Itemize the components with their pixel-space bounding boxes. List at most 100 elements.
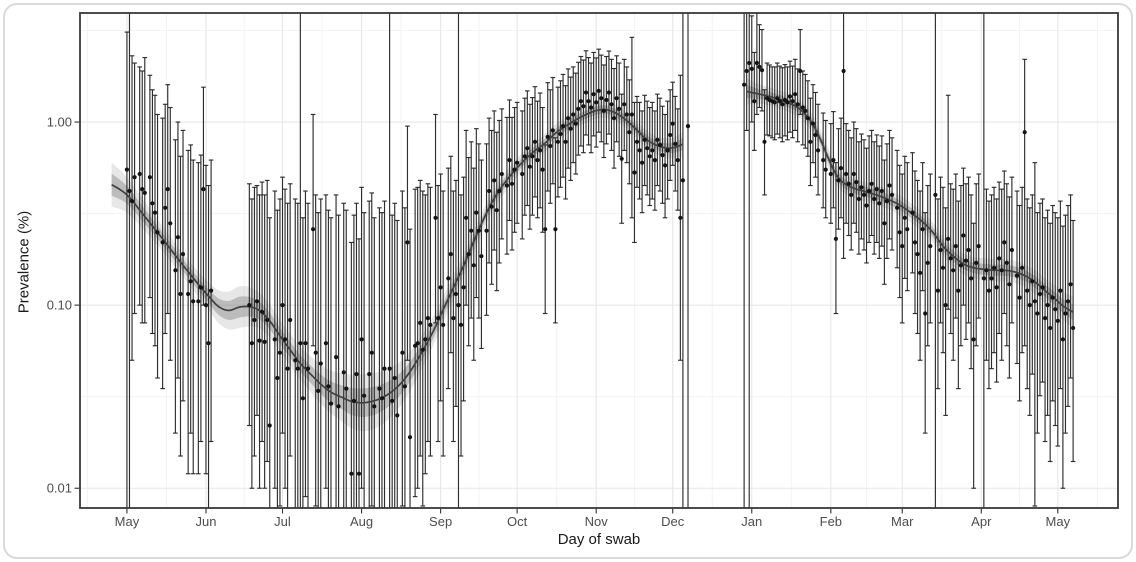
data-point [267,423,272,428]
data-point [476,228,481,233]
data-point [392,375,397,381]
data-point [1009,247,1015,253]
data-point [754,60,760,66]
data-point [897,230,902,235]
data-point [744,68,749,74]
data-point [1048,325,1053,331]
data-point [798,68,803,74]
data-point [749,66,754,71]
data-point [599,96,604,101]
data-point [560,124,566,129]
data-point [925,260,930,265]
data-point [645,146,650,151]
data-point [387,366,392,371]
data-point [402,384,407,389]
data-point [831,158,836,163]
data-point [558,131,563,137]
data-point [313,350,318,355]
x-tick-label-aug-3: Aug [350,514,373,529]
data-point [137,171,142,177]
data-point [257,338,262,343]
data-point [816,148,821,153]
data-point [305,366,311,371]
data-point [627,130,632,135]
data-point [441,322,446,327]
data-point [928,244,933,249]
data-point [395,413,400,418]
x-tick-label-jul-2: Jul [274,514,291,529]
data-point [854,180,859,185]
data-point [285,366,290,371]
data-point [354,372,359,377]
data-point [833,236,839,241]
data-point [956,288,961,293]
data-point [780,102,785,107]
data-point [940,265,946,270]
data-point [484,228,489,233]
data-point [948,256,953,261]
data-point [1002,240,1007,245]
data-point [586,99,591,104]
data-point [589,105,594,110]
data-point [632,170,637,175]
data-point [188,279,193,284]
data-point [910,210,915,215]
data-point [298,341,303,346]
data-point [640,160,645,165]
data-point [675,158,680,163]
data-point [629,112,635,117]
data-point [821,158,826,163]
data-point [943,303,948,308]
data-point [175,235,180,240]
data-point [124,167,129,172]
data-point [958,263,964,268]
data-point [405,240,410,245]
data-point [1032,299,1037,304]
data-point [527,164,533,169]
data-point [262,339,267,344]
data-point [938,247,943,253]
data-point [413,343,418,348]
data-point [277,350,282,355]
data-point [790,99,795,104]
data-point [566,116,571,121]
data-point [415,341,420,346]
data-point [288,317,293,323]
data-point [247,303,252,308]
data-point [464,215,469,220]
data-point [1058,288,1063,293]
data-point [655,137,660,142]
data-point [203,303,209,308]
data-point [474,210,479,215]
data-point [591,92,596,97]
data-point [1043,316,1048,321]
data-point [915,252,920,257]
data-point [992,265,997,270]
data-point [637,148,642,153]
data-point [522,154,527,159]
data-point [841,68,846,74]
data-point [905,227,910,232]
data-point [882,221,887,226]
data-point [132,175,137,180]
data-point [647,154,652,159]
data-point [660,153,665,158]
data-point [377,386,382,391]
data-point [272,337,277,342]
data-point [186,291,191,297]
data-point [303,341,308,346]
data-point [846,181,851,186]
data-point [372,404,377,409]
data-point [407,435,413,440]
y-tick-label-0.01: 0.01 [47,481,72,496]
data-point [334,355,339,360]
data-point [961,233,966,238]
data-point [872,196,877,202]
data-point [902,215,907,220]
data-point [260,309,265,314]
data-point [150,201,155,206]
data-point [206,341,211,346]
data-point [650,148,655,153]
x-tick-label-mar-10: Mar [891,514,914,529]
data-point [1037,291,1043,297]
